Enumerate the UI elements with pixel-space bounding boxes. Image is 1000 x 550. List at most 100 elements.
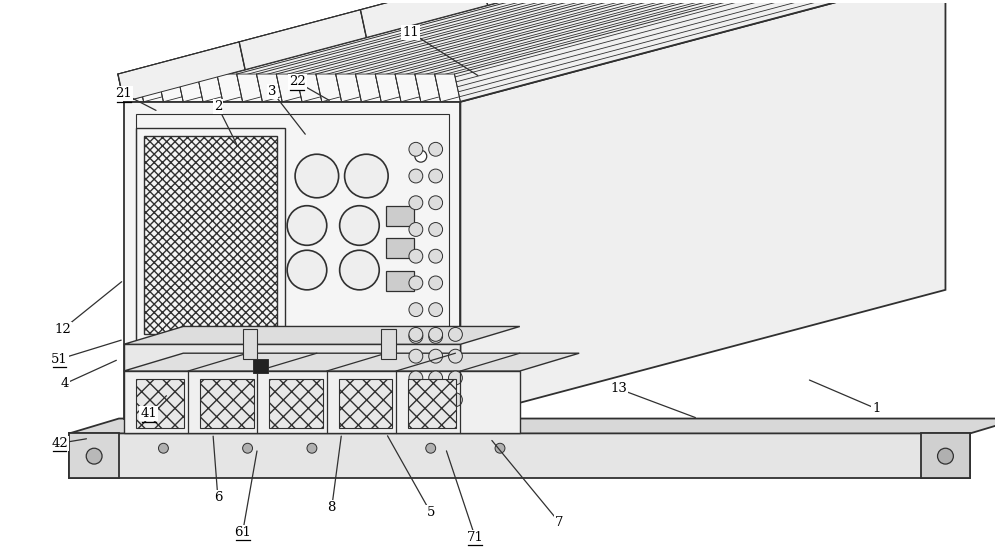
Polygon shape bbox=[435, 74, 460, 102]
Polygon shape bbox=[69, 433, 970, 478]
Polygon shape bbox=[395, 74, 421, 102]
Polygon shape bbox=[339, 379, 392, 428]
Circle shape bbox=[429, 249, 443, 263]
Text: 1: 1 bbox=[872, 402, 880, 415]
Polygon shape bbox=[921, 433, 970, 478]
Text: 41: 41 bbox=[140, 407, 157, 420]
Circle shape bbox=[429, 276, 443, 290]
Circle shape bbox=[340, 250, 379, 290]
Polygon shape bbox=[124, 327, 520, 344]
Text: 42: 42 bbox=[51, 437, 68, 450]
Circle shape bbox=[429, 349, 443, 363]
Circle shape bbox=[495, 443, 505, 453]
Circle shape bbox=[409, 302, 423, 317]
Polygon shape bbox=[269, 379, 323, 428]
Polygon shape bbox=[177, 74, 203, 102]
Circle shape bbox=[429, 327, 443, 342]
Circle shape bbox=[938, 448, 953, 464]
Circle shape bbox=[409, 223, 423, 236]
Text: 2: 2 bbox=[214, 100, 222, 113]
Circle shape bbox=[409, 169, 423, 183]
Polygon shape bbox=[237, 74, 262, 102]
Circle shape bbox=[429, 302, 443, 317]
Circle shape bbox=[426, 443, 436, 453]
Polygon shape bbox=[243, 329, 257, 359]
Circle shape bbox=[429, 371, 443, 385]
Polygon shape bbox=[336, 74, 361, 102]
Circle shape bbox=[409, 142, 423, 156]
Text: 61: 61 bbox=[234, 526, 251, 539]
Polygon shape bbox=[124, 344, 460, 371]
Circle shape bbox=[429, 196, 443, 210]
Text: 7: 7 bbox=[555, 516, 564, 529]
Bar bbox=[386, 238, 414, 258]
Circle shape bbox=[409, 276, 423, 290]
Bar bbox=[386, 271, 414, 291]
Circle shape bbox=[307, 443, 317, 453]
Text: 22: 22 bbox=[289, 75, 305, 89]
Polygon shape bbox=[415, 74, 441, 102]
Circle shape bbox=[449, 371, 462, 385]
Polygon shape bbox=[360, 0, 488, 37]
Circle shape bbox=[287, 206, 327, 245]
Text: 11: 11 bbox=[403, 26, 419, 39]
Circle shape bbox=[345, 154, 388, 198]
Polygon shape bbox=[69, 419, 1000, 433]
Circle shape bbox=[86, 448, 102, 464]
Text: 8: 8 bbox=[328, 501, 336, 514]
Polygon shape bbox=[138, 74, 163, 102]
Circle shape bbox=[429, 169, 443, 183]
Polygon shape bbox=[197, 74, 223, 102]
Polygon shape bbox=[136, 379, 184, 428]
Polygon shape bbox=[157, 74, 183, 102]
Polygon shape bbox=[217, 74, 243, 102]
Polygon shape bbox=[118, 74, 144, 102]
Text: 21: 21 bbox=[115, 87, 132, 100]
Polygon shape bbox=[69, 433, 119, 478]
Text: 5: 5 bbox=[427, 506, 435, 519]
Text: 3: 3 bbox=[268, 85, 277, 98]
Circle shape bbox=[340, 206, 379, 245]
Text: 6: 6 bbox=[214, 491, 222, 504]
Text: 4: 4 bbox=[60, 377, 69, 390]
Polygon shape bbox=[375, 74, 401, 102]
Polygon shape bbox=[256, 74, 282, 102]
Circle shape bbox=[409, 329, 423, 343]
Polygon shape bbox=[200, 379, 254, 428]
Polygon shape bbox=[482, 0, 609, 6]
Polygon shape bbox=[239, 10, 366, 70]
Circle shape bbox=[409, 349, 423, 363]
Text: 71: 71 bbox=[467, 531, 484, 544]
Circle shape bbox=[429, 393, 443, 406]
Circle shape bbox=[158, 443, 168, 453]
Polygon shape bbox=[124, 353, 579, 371]
Polygon shape bbox=[316, 74, 342, 102]
Polygon shape bbox=[355, 74, 381, 102]
Text: 13: 13 bbox=[610, 382, 627, 395]
Polygon shape bbox=[118, 42, 245, 102]
Polygon shape bbox=[253, 359, 268, 373]
Polygon shape bbox=[124, 102, 460, 419]
Circle shape bbox=[409, 196, 423, 210]
Polygon shape bbox=[124, 371, 520, 433]
Circle shape bbox=[409, 327, 423, 342]
Polygon shape bbox=[408, 379, 456, 428]
Polygon shape bbox=[381, 329, 396, 359]
Circle shape bbox=[287, 250, 327, 290]
Circle shape bbox=[449, 327, 462, 342]
Circle shape bbox=[429, 329, 443, 343]
Circle shape bbox=[243, 443, 253, 453]
Bar bbox=[386, 206, 414, 225]
Polygon shape bbox=[124, 0, 945, 102]
Circle shape bbox=[429, 142, 443, 156]
Circle shape bbox=[415, 150, 427, 162]
Circle shape bbox=[449, 393, 462, 406]
Circle shape bbox=[409, 249, 423, 263]
Circle shape bbox=[295, 154, 339, 198]
Circle shape bbox=[409, 371, 423, 385]
Polygon shape bbox=[460, 0, 945, 419]
Polygon shape bbox=[276, 74, 302, 102]
Text: 12: 12 bbox=[54, 323, 71, 336]
Circle shape bbox=[409, 393, 423, 406]
Polygon shape bbox=[296, 74, 322, 102]
